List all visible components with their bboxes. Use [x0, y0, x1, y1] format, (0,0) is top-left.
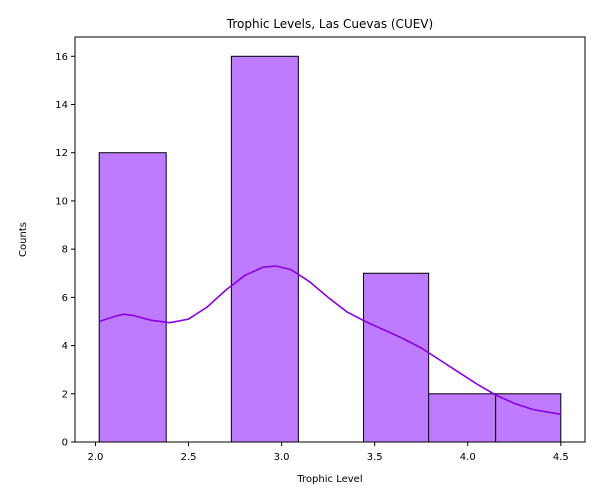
x-axis-ticks: 2.0 2.5 3.0 3.5 4.0 4.5 [88, 442, 569, 463]
y-tick-label: 16 [55, 52, 68, 63]
x-tick-label: 4.5 [553, 452, 569, 463]
histogram-bar [363, 272, 430, 443]
x-tick-label: 3.5 [367, 452, 383, 463]
x-tick-label: 3.0 [274, 452, 290, 463]
histogram-bar [230, 55, 299, 443]
chart-title: Trophic Levels, Las Cuevas (CUEV) [226, 17, 433, 31]
y-tick-label: 8 [62, 245, 68, 256]
histogram-bar [428, 393, 497, 443]
kde-group [98, 265, 561, 416]
bars-group [98, 55, 562, 443]
y-axis-ticks: 0 2 4 6 8 10 12 14 16 [55, 52, 75, 449]
histogram-bar [495, 393, 562, 443]
x-tick-label: 4.0 [460, 452, 476, 463]
y-tick-label: 10 [55, 196, 68, 207]
plot-frame [74, 36, 586, 443]
y-tick-label: 2 [62, 389, 68, 400]
y-tick-label: 14 [55, 100, 68, 111]
y-tick-label: 0 [62, 438, 68, 449]
y-tick-label: 4 [62, 341, 68, 352]
y-tick-label: 12 [55, 148, 68, 159]
x-tick-label: 2.5 [181, 452, 197, 463]
kde-line [98, 265, 561, 416]
x-axis-label: Trophic Level [296, 474, 362, 485]
y-tick-label: 6 [62, 293, 68, 304]
histogram-bar [98, 152, 167, 443]
x-tick-label: 2.0 [88, 452, 104, 463]
y-axis-label: Counts [18, 222, 29, 257]
